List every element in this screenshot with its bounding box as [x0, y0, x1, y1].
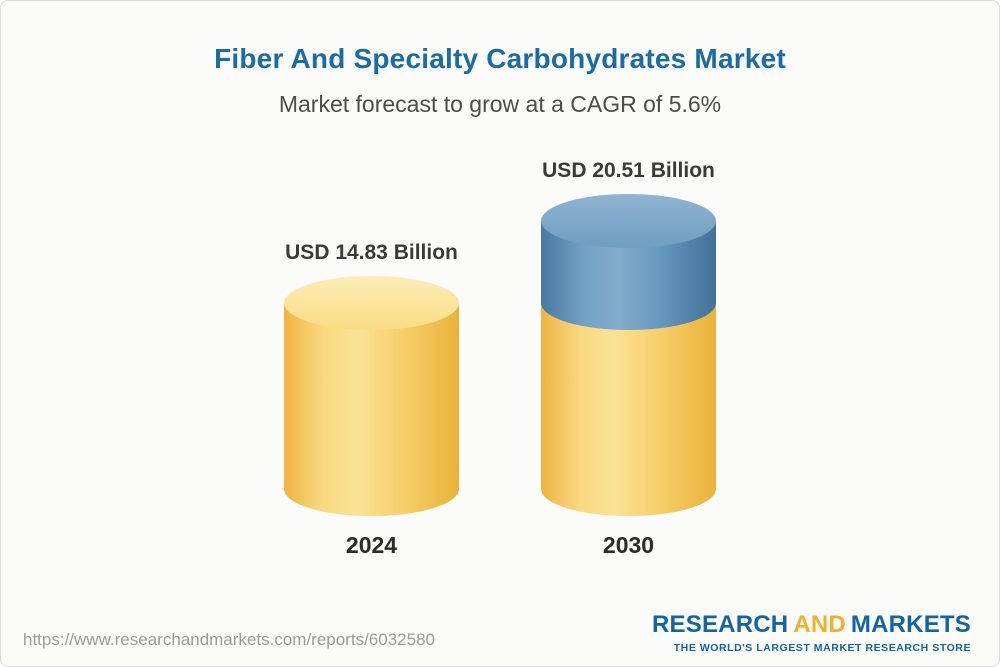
cylinder-segment-base — [541, 303, 716, 516]
cylinder-top-cap — [541, 194, 716, 248]
logo-word-markets: MARKETS — [850, 611, 971, 638]
chart-title: Fiber And Specialty Carbohydrates Market — [214, 43, 786, 74]
source-url: https://www.researchandmarkets.com/repor… — [23, 630, 435, 649]
bar-2030: USD 20.51 Billion 2030 — [541, 159, 716, 559]
axis-label-2030: 2030 — [602, 532, 655, 558]
logo-tagline: THE WORLD'S LARGEST MARKET RESEARCH STOR… — [673, 642, 971, 654]
cylinder-2030 — [541, 194, 716, 516]
cylinder-segment-base — [284, 303, 459, 516]
logo-wordmark: RESEARCH AND MARKETS — [652, 611, 971, 639]
cylinder-top-cap — [284, 276, 459, 330]
bar-2024: USD 14.83 Billion 2024 — [284, 241, 459, 559]
bar-chart: USD 14.83 Billion 2024 USD 20.51 Billion… — [1, 159, 999, 559]
axis-label-2024: 2024 — [345, 532, 398, 558]
logo-word-research: RESEARCH — [652, 611, 789, 638]
research-and-markets-logo: RESEARCH AND MARKETS THE WORLD'S LARGEST M… — [652, 611, 971, 654]
logo-word-and: AND — [793, 611, 846, 638]
cylinder-2024 — [284, 276, 459, 516]
value-label-2030: USD 20.51 Billion — [542, 159, 715, 182]
value-label-2024: USD 14.83 Billion — [285, 241, 458, 264]
chart-subtitle: Market forecast to grow at a CAGR of 5.6… — [278, 91, 722, 117]
